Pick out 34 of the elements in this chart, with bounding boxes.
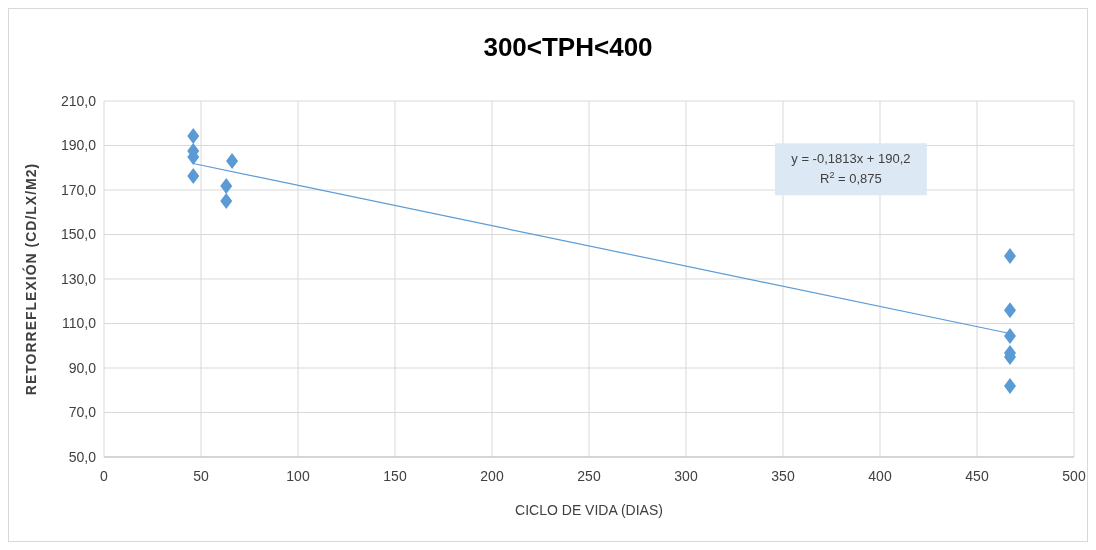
- point: [187, 167, 200, 184]
- y-axis-title: RETORREFLEXIÓN (CD/LX/M2): [22, 162, 39, 396]
- point: [220, 192, 233, 209]
- y-tick-label: 50,0: [68, 448, 97, 465]
- point: [220, 177, 233, 194]
- point: [1003, 302, 1016, 319]
- x-tick-label: 500: [1062, 468, 1086, 484]
- x-tick-label: 250: [577, 468, 601, 484]
- x-tick-label: 400: [868, 468, 892, 484]
- y-tick-label: 150,0: [60, 226, 97, 243]
- y-tick-label: 130,0: [60, 270, 97, 287]
- x-tick-label: 300: [674, 468, 698, 484]
- y-tick-label: 170,0: [60, 181, 97, 198]
- annotation: y = -0,1813x + 190,2: [791, 151, 911, 167]
- point: [1003, 378, 1016, 395]
- point: [187, 127, 200, 144]
- annotation: R$^{2}$ = 0,875: [819, 170, 882, 187]
- x-tick-label: 350: [771, 468, 795, 484]
- y-tick-label: 190,0: [60, 137, 97, 154]
- x-tick-label: 0: [100, 468, 109, 484]
- x-tick-label: 200: [480, 468, 504, 484]
- y-tick-label: 70,0: [68, 404, 97, 421]
- chart-title: 300<TPH<400: [483, 32, 653, 62]
- x-tick-label: 450: [965, 468, 989, 484]
- x-tick-label: 100: [286, 468, 310, 484]
- x-tick-label: 150: [383, 468, 407, 484]
- point: [226, 153, 239, 170]
- x-axis-title: CICLO DE VIDA (DIAS): [515, 502, 663, 518]
- y-tick-label: 210,0: [60, 92, 97, 109]
- point: [1003, 327, 1016, 344]
- x-tick-label: 50: [193, 468, 209, 484]
- y-tick-label: 90,0: [68, 359, 97, 376]
- y-tick-label: 110,0: [62, 315, 97, 332]
- point: [1003, 248, 1016, 265]
